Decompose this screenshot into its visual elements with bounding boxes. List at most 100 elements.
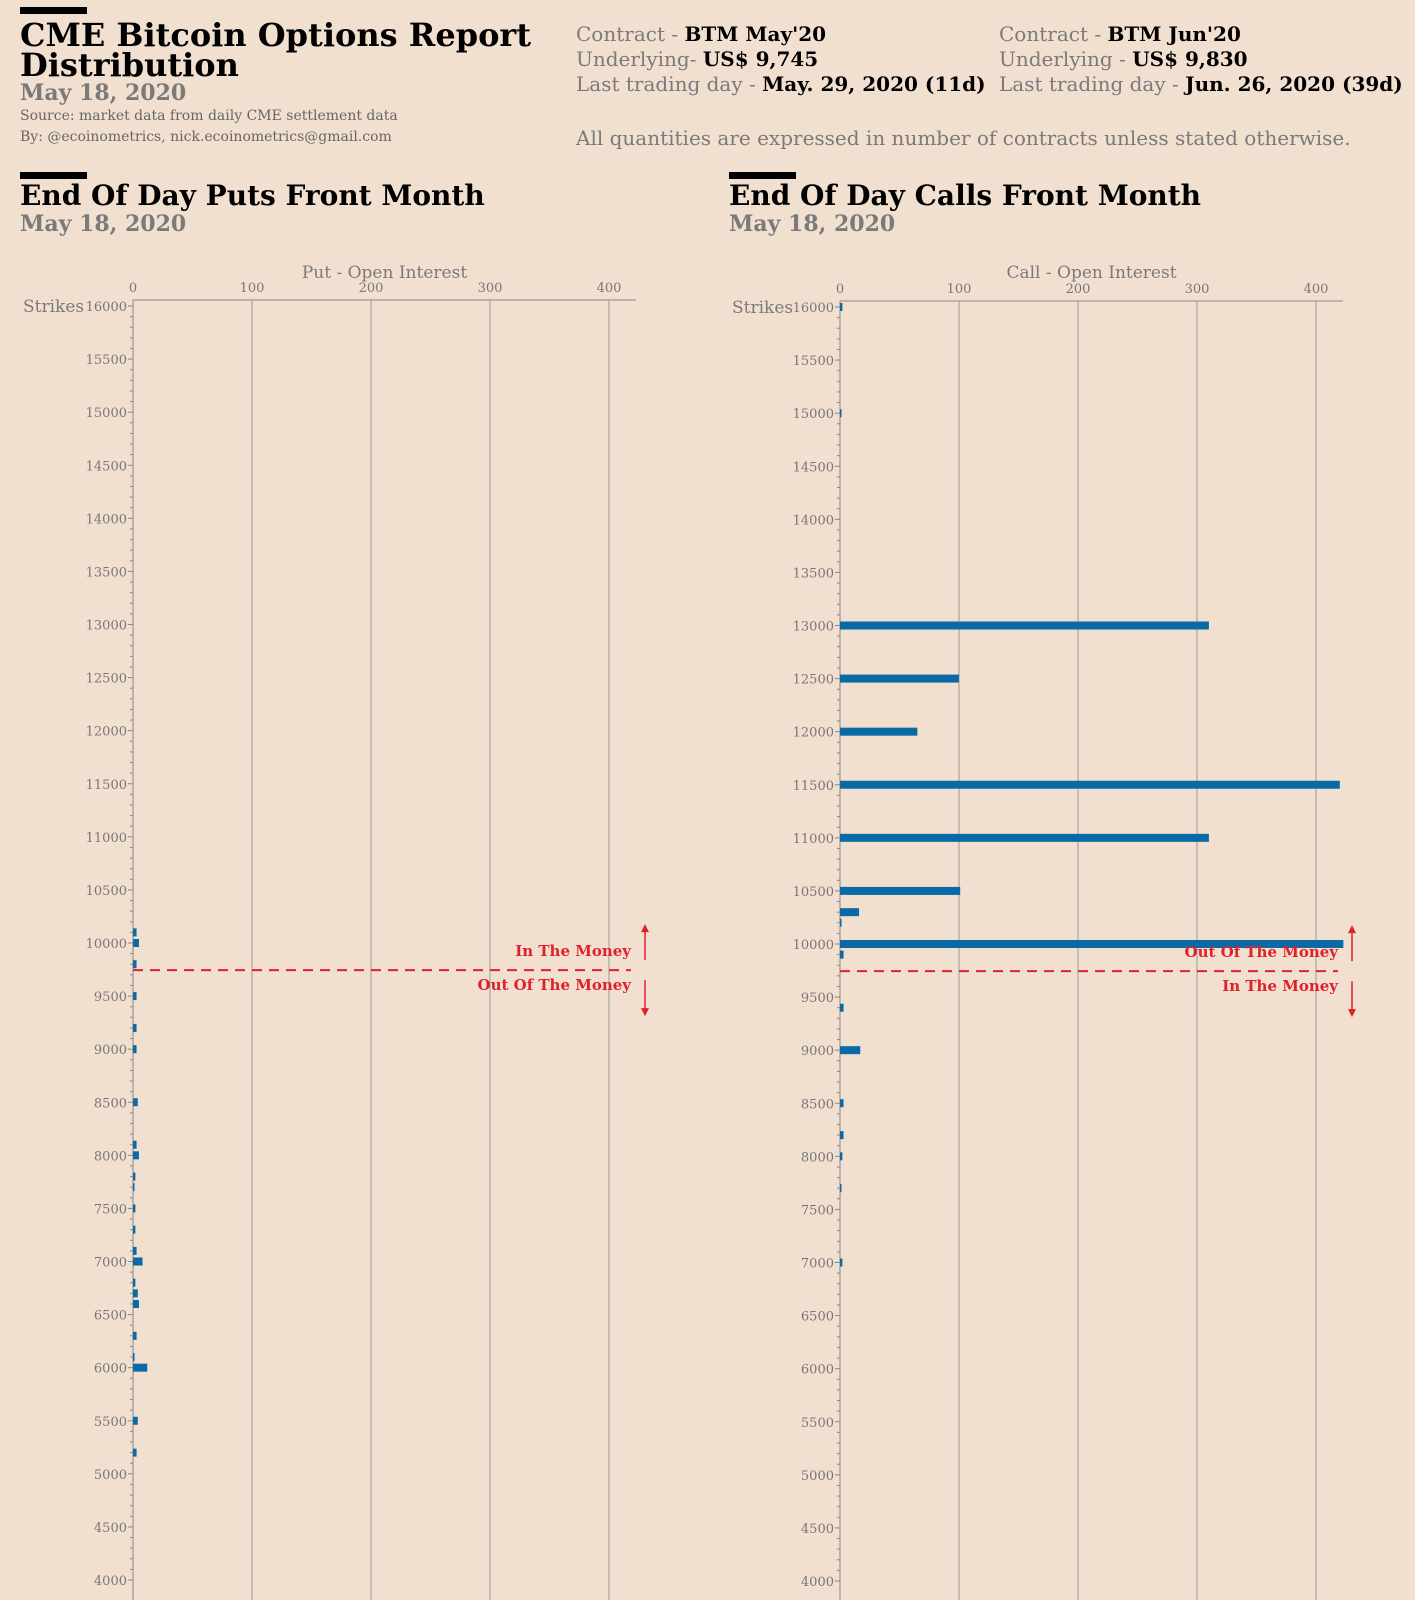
y-tick-label: 5000 — [94, 1468, 127, 1483]
bar-strike-6700 — [133, 1289, 138, 1298]
x-tick-label: 400 — [1304, 282, 1329, 297]
underlying-price: US$ 9,745 — [702, 47, 819, 71]
y-tick-label: 6000 — [801, 1363, 834, 1378]
bar-strike-6100 — [133, 1353, 135, 1362]
last-trading-day: May. 29, 2020 (11d) — [762, 72, 986, 96]
bar-strike-9800 — [133, 960, 137, 969]
title-accent-bar — [20, 7, 87, 14]
y-tick-label: 12000 — [793, 726, 834, 741]
y-tick-label: 10000 — [793, 938, 834, 953]
y-tick-label: 15500 — [793, 354, 834, 369]
puts-accent-bar — [20, 172, 87, 179]
y-tick-label: 13000 — [86, 619, 127, 634]
bar-strike-5500 — [133, 1416, 138, 1425]
calls-chart: Call - Open Interest 0 100 200 300 400 Strikes… — [732, 263, 1356, 1600]
y-tick-label: 8000 — [801, 1150, 834, 1165]
y-tick-label: 14000 — [86, 512, 127, 527]
arrow-down-head-icon — [1348, 1009, 1356, 1018]
units-note: All quantities are expressed in number o… — [576, 126, 1351, 150]
label-above-line: Out Of The Money — [1185, 943, 1340, 961]
y-tick-label: 16000 — [793, 301, 834, 316]
y-tick-label: 16000 — [86, 300, 127, 315]
y-tick-label: 10500 — [793, 885, 834, 900]
y-tick-label: 13500 — [793, 566, 834, 581]
contract-name: BTM May'20 — [684, 22, 827, 46]
bar-strike-6000 — [133, 1363, 148, 1372]
last-trading-day: Jun. 26, 2020 (39d) — [1185, 72, 1403, 96]
y-tick-label: 8500 — [801, 1097, 834, 1112]
x-tick-label: 200 — [359, 281, 384, 296]
bar-strike-8500 — [840, 1099, 844, 1108]
bar-strike-11000 — [840, 833, 1209, 842]
x-tick-label: 0 — [129, 281, 137, 296]
y-tick-label: 9500 — [94, 990, 127, 1005]
puts-heading: End Of Day Puts Front Month May 18, 2020 — [20, 182, 485, 238]
y-tick-label: 6000 — [94, 1362, 127, 1377]
label: Last trading day - — [576, 72, 763, 96]
y-tick-label: 6500 — [801, 1310, 834, 1325]
y-tick-label: 4000 — [801, 1575, 834, 1590]
bar-strike-9000 — [133, 1045, 137, 1054]
y-tick-label: 4500 — [801, 1522, 834, 1537]
bar-strike-10100 — [133, 928, 137, 937]
y-tick-label: 4000 — [94, 1574, 127, 1589]
bar-strike-10000 — [133, 939, 139, 947]
bar-strike-7700 — [133, 1183, 135, 1192]
y-axis-label: Strikes — [732, 298, 793, 318]
y-tick-label: 7500 — [801, 1203, 834, 1218]
arrow-down-head-icon — [641, 1008, 649, 1017]
bar-strike-7100 — [133, 1246, 137, 1255]
y-tick-label: 7500 — [94, 1202, 127, 1217]
y-tick-label: 4500 — [94, 1521, 127, 1536]
bar-strike-9400 — [840, 1003, 844, 1012]
bar-strike-9000 — [840, 1046, 861, 1055]
y-tick-label: 8500 — [94, 1096, 127, 1111]
bar-strike-10200 — [840, 918, 842, 927]
report-header: CME Bitcoin Options Report Distribution … — [20, 19, 531, 145]
label: Last trading day - — [999, 72, 1186, 96]
x-tick-label: 200 — [1066, 282, 1091, 297]
y-tick-label: 15000 — [86, 406, 127, 421]
bar-strike-8100 — [133, 1140, 137, 1149]
y-tick-label: 9000 — [94, 1043, 127, 1058]
bar-strike-8500 — [133, 1098, 138, 1107]
y-tick-label: 5500 — [801, 1416, 834, 1431]
bar-strike-8000 — [840, 1152, 843, 1161]
bar-strike-7800 — [133, 1172, 136, 1181]
bar-strike-5200 — [133, 1448, 137, 1457]
x-tick-label: 100 — [947, 282, 972, 297]
bar-strike-12000 — [840, 727, 918, 736]
bar-strike-7000 — [133, 1257, 143, 1266]
bar-strike-13000 — [840, 621, 1209, 630]
report-title-line2: Distribution — [20, 46, 239, 84]
x-tick-label: 100 — [240, 281, 265, 296]
calls-title: End Of Day Calls Front Month — [729, 179, 1202, 212]
label-above-line: In The Money — [515, 942, 632, 960]
y-tick-label: 11000 — [86, 831, 127, 846]
contract-name: BTM Jun'20 — [1107, 22, 1241, 46]
y-tick-label: 12500 — [793, 673, 834, 688]
puts-title: End Of Day Puts Front Month — [20, 179, 485, 212]
y-tick-label: 7000 — [801, 1257, 834, 1272]
bar-strike-9500 — [133, 992, 137, 1001]
label: Contract - — [576, 22, 685, 46]
arrow-up-head-icon — [641, 924, 649, 933]
x-tick-label: 0 — [836, 282, 844, 297]
calls-accent-bar — [729, 172, 796, 179]
x-axis-label: Put - Open Interest — [302, 263, 467, 283]
y-tick-label: 12500 — [86, 672, 127, 687]
label-below-line: In The Money — [1222, 977, 1339, 995]
bar-strike-7500 — [133, 1204, 136, 1213]
label: Underlying - — [999, 47, 1133, 71]
bar-strike-7700 — [840, 1184, 842, 1193]
y-tick-label: 5500 — [94, 1415, 127, 1430]
y-tick-label: 6500 — [94, 1309, 127, 1324]
y-axis-label: Strikes — [23, 297, 84, 317]
contract-info-next: Contract - BTM Jun'20 Underlying - US$ 9… — [999, 22, 1403, 97]
y-tick-label: 14000 — [793, 513, 834, 528]
bar-strike-6800 — [133, 1278, 136, 1287]
x-axis-label: Call - Open Interest — [1006, 263, 1176, 283]
calls-heading: End Of Day Calls Front Month May 18, 202… — [729, 182, 1201, 238]
